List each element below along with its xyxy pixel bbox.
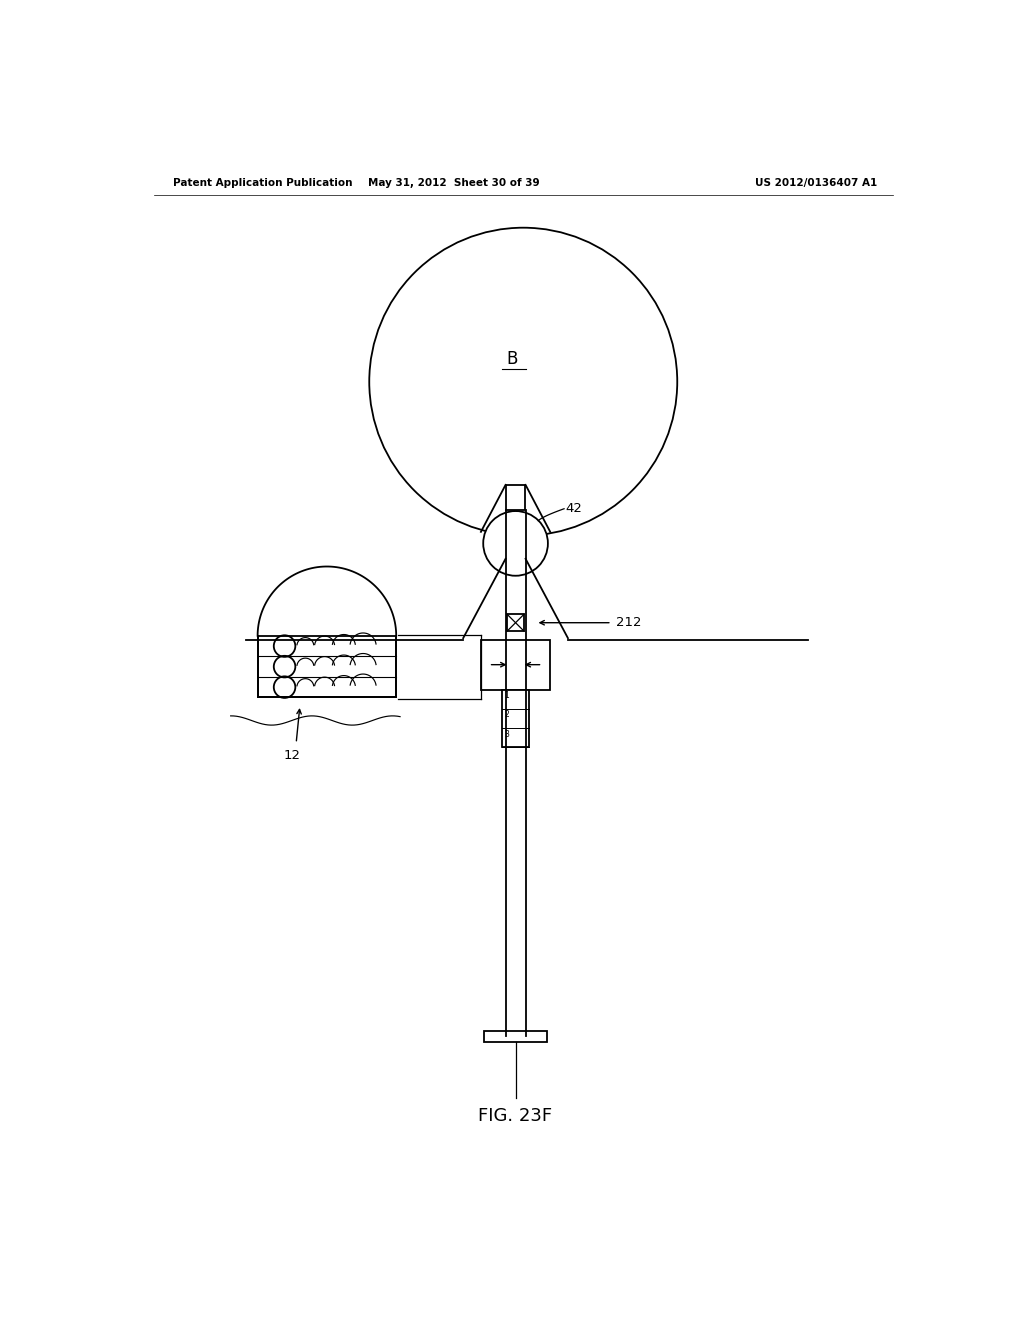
Text: 212: 212 — [615, 616, 641, 630]
Text: B: B — [506, 350, 517, 367]
Text: 1: 1 — [504, 692, 509, 700]
Text: Patent Application Publication: Patent Application Publication — [173, 178, 352, 187]
Text: 3: 3 — [504, 730, 509, 739]
Circle shape — [483, 511, 548, 576]
Text: FIG. 23F: FIG. 23F — [478, 1106, 553, 1125]
Bar — [481, 640, 550, 689]
Text: 12: 12 — [284, 748, 301, 762]
Bar — [506, 484, 524, 510]
Bar — [258, 636, 396, 697]
Text: 2: 2 — [504, 710, 509, 719]
Text: US 2012/0136407 A1: US 2012/0136407 A1 — [756, 178, 878, 187]
Bar — [484, 1031, 547, 1041]
Bar — [502, 689, 529, 747]
Text: 42: 42 — [565, 502, 583, 515]
Text: May 31, 2012  Sheet 30 of 39: May 31, 2012 Sheet 30 of 39 — [369, 178, 540, 187]
Bar — [507, 614, 524, 631]
